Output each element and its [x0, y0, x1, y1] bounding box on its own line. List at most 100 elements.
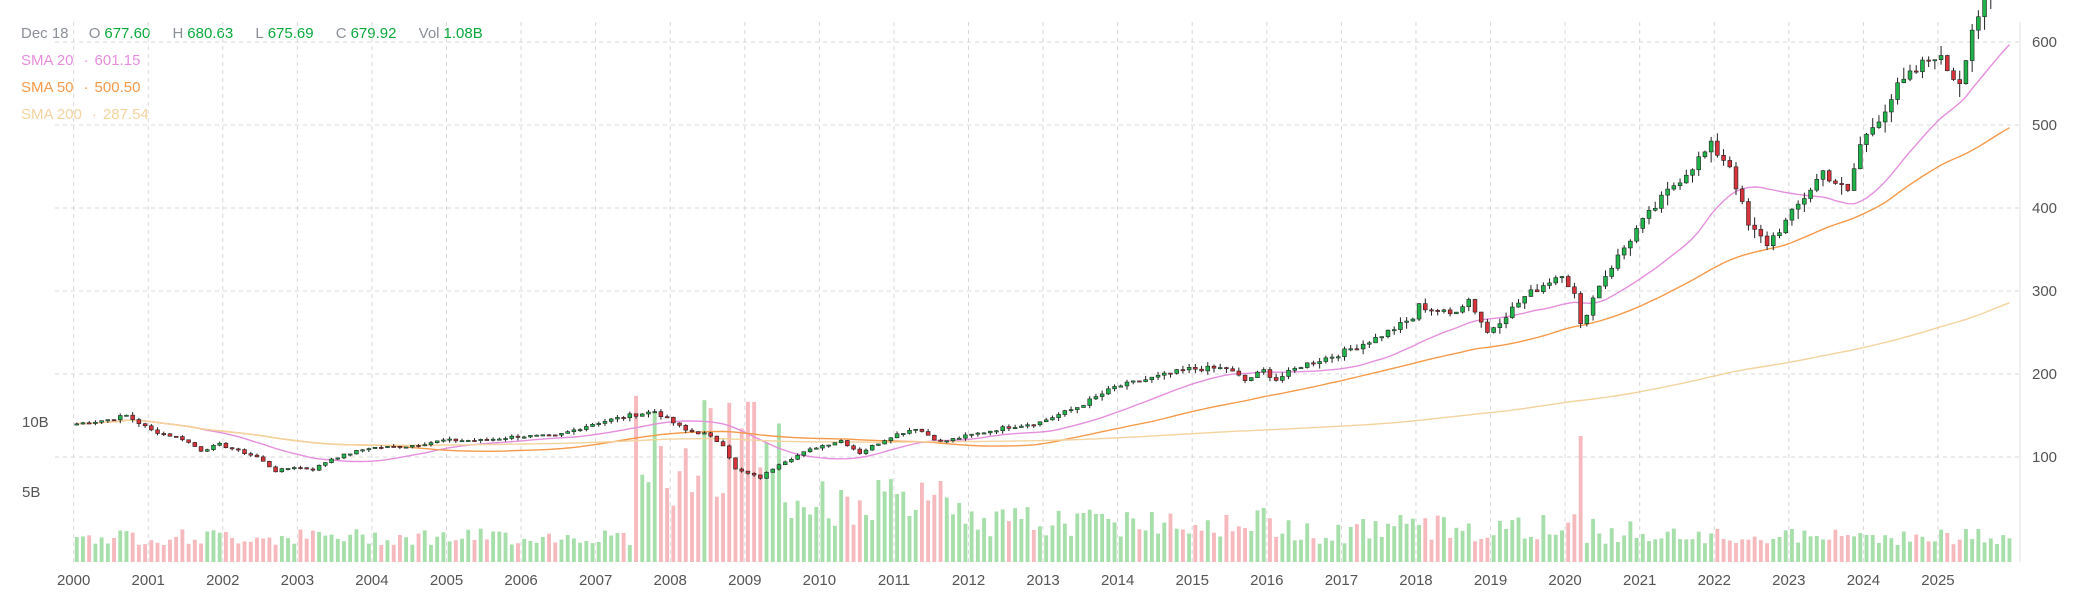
candle[interactable] [1323, 355, 1329, 364]
candle[interactable] [509, 434, 514, 441]
candle[interactable] [1143, 375, 1148, 383]
candle[interactable] [546, 433, 552, 437]
candle[interactable] [323, 462, 328, 468]
candle[interactable] [1367, 341, 1372, 348]
candle[interactable] [689, 428, 695, 433]
candle[interactable] [751, 472, 757, 477]
candle[interactable] [1043, 417, 1049, 423]
candle[interactable] [907, 427, 912, 435]
candle[interactable] [1137, 380, 1142, 383]
candle[interactable] [1876, 115, 1882, 129]
candle[interactable] [1000, 425, 1005, 434]
candle[interactable] [596, 421, 601, 427]
candle[interactable] [354, 449, 359, 455]
candle[interactable] [130, 412, 135, 423]
candle[interactable] [1174, 368, 1179, 375]
candle[interactable] [111, 419, 117, 422]
candle[interactable] [503, 436, 508, 442]
candle[interactable] [1224, 366, 1229, 374]
candle[interactable] [602, 419, 608, 426]
candle[interactable] [1771, 232, 1776, 251]
candle[interactable] [1180, 365, 1186, 374]
candle[interactable] [1715, 133, 1720, 158]
candle[interactable] [1087, 396, 1092, 409]
candle[interactable] [1820, 169, 1826, 187]
candle[interactable] [1242, 374, 1248, 384]
candle[interactable] [708, 431, 713, 438]
candle[interactable] [652, 409, 657, 414]
candle[interactable] [1783, 217, 1788, 235]
candle[interactable] [1603, 270, 1608, 289]
candle[interactable] [1168, 372, 1173, 378]
candle[interactable] [1068, 406, 1074, 413]
candle[interactable] [571, 427, 577, 435]
candle[interactable] [1454, 311, 1459, 315]
candle[interactable] [118, 413, 123, 424]
candle[interactable] [434, 440, 440, 444]
candle[interactable] [994, 430, 999, 434]
candle[interactable] [1106, 385, 1111, 395]
candle[interactable] [695, 431, 701, 435]
candle[interactable] [385, 446, 390, 449]
candle[interactable] [1130, 380, 1136, 385]
candle[interactable] [1497, 318, 1503, 334]
candle[interactable] [1907, 64, 1913, 82]
candle[interactable] [459, 438, 465, 443]
candle[interactable] [1870, 118, 1875, 137]
candle[interactable] [167, 433, 173, 437]
candle[interactable] [1913, 65, 1919, 74]
candle[interactable] [472, 438, 477, 442]
candle[interactable] [820, 444, 825, 451]
candle[interactable] [453, 438, 459, 443]
candle[interactable] [211, 444, 216, 452]
candle[interactable] [1833, 178, 1838, 185]
candle[interactable] [298, 465, 303, 470]
candle[interactable] [894, 431, 900, 439]
candle[interactable] [1684, 169, 1689, 184]
candle[interactable] [447, 436, 452, 443]
candle[interactable] [1155, 371, 1161, 380]
candle[interactable] [1019, 424, 1024, 428]
candle[interactable] [1777, 228, 1782, 239]
candle[interactable] [1553, 275, 1559, 286]
candle[interactable] [540, 434, 546, 437]
candle[interactable] [360, 449, 365, 453]
candle[interactable] [1845, 183, 1851, 193]
candle[interactable] [1864, 132, 1869, 153]
candle[interactable] [1578, 291, 1583, 329]
candle[interactable] [1336, 354, 1341, 362]
candle[interactable] [782, 460, 788, 466]
candle[interactable] [1217, 363, 1223, 370]
candle[interactable] [1969, 24, 1975, 73]
candle[interactable] [1758, 224, 1764, 244]
candle[interactable] [217, 441, 222, 447]
candle[interactable] [739, 467, 744, 473]
candle[interactable] [1255, 370, 1260, 378]
candle[interactable] [1652, 201, 1658, 212]
candle[interactable] [521, 435, 527, 439]
candle[interactable] [950, 438, 956, 443]
candle[interactable] [490, 437, 496, 442]
candle[interactable] [956, 436, 962, 440]
candle[interactable] [1957, 70, 1962, 98]
candle[interactable] [627, 411, 633, 422]
candle[interactable] [863, 448, 869, 455]
candle[interactable] [553, 434, 558, 437]
candle[interactable] [1839, 177, 1844, 195]
candle[interactable] [1423, 298, 1428, 313]
candle[interactable] [975, 432, 981, 437]
candle[interactable] [559, 433, 564, 437]
candle[interactable] [1379, 336, 1385, 342]
candle[interactable] [534, 434, 539, 437]
candle[interactable] [1802, 192, 1807, 213]
candle[interactable] [1193, 363, 1198, 374]
candle[interactable] [1093, 393, 1099, 400]
candle[interactable] [1373, 333, 1378, 344]
candle[interactable] [851, 444, 856, 451]
candle[interactable] [1590, 295, 1596, 321]
candle[interactable] [590, 422, 595, 427]
candle[interactable] [901, 433, 906, 437]
candle[interactable] [403, 446, 409, 449]
candle[interactable] [1317, 357, 1322, 369]
candle[interactable] [826, 444, 831, 448]
